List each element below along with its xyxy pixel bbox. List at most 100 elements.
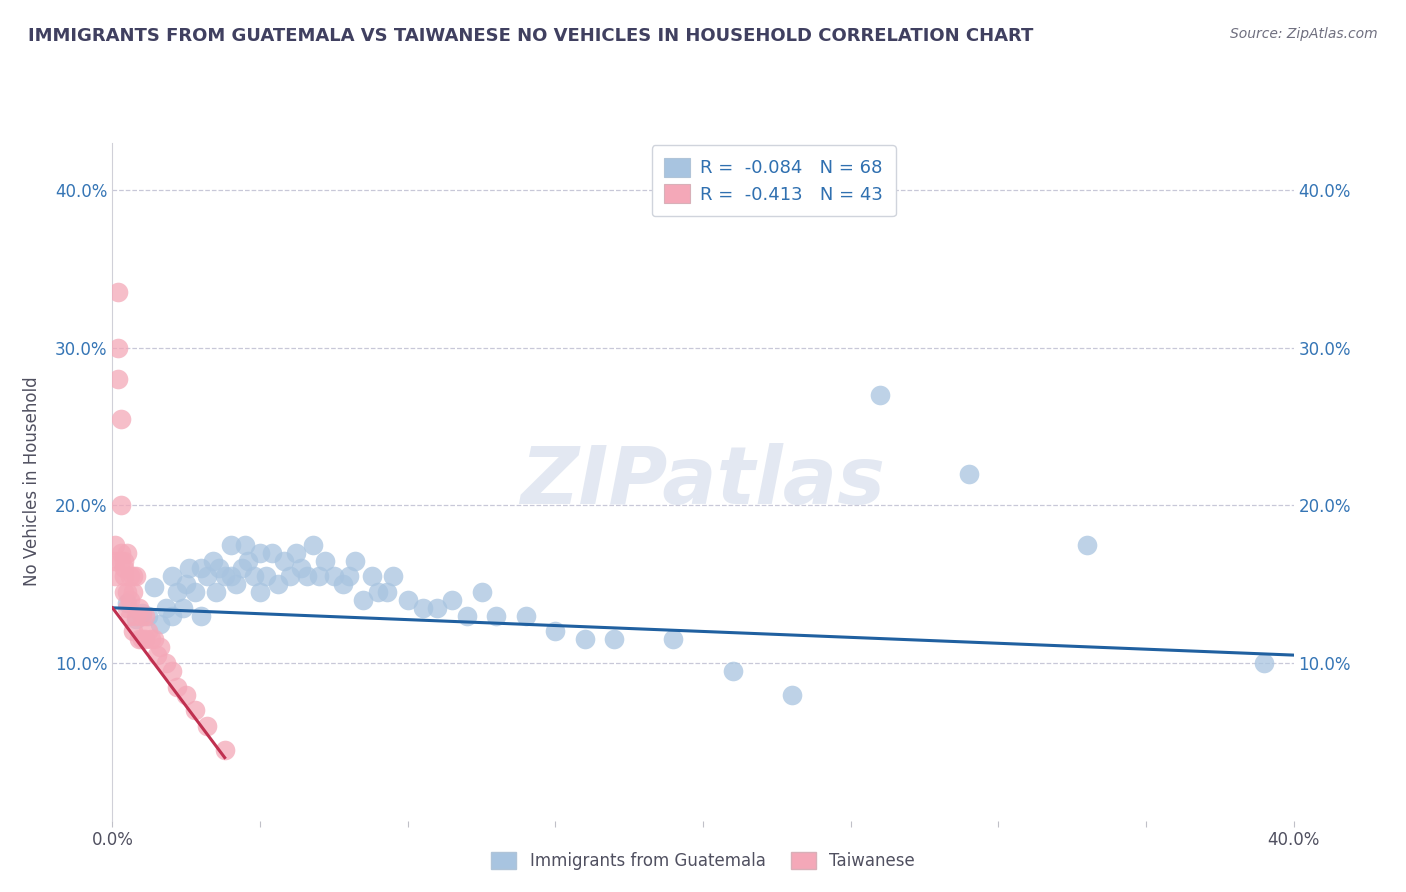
Point [603, 632, 626, 647]
Point [131, 632, 153, 647]
Point [166, 680, 188, 694]
Point [112, 553, 135, 567]
Point [142, 632, 165, 647]
Point [117, 600, 138, 615]
Point [957, 467, 980, 481]
Point [260, 546, 283, 560]
Point [125, 608, 148, 623]
Point [139, 632, 162, 647]
Point [869, 388, 891, 402]
Point [249, 585, 271, 599]
Point [104, 553, 127, 567]
Point [273, 553, 295, 567]
Point [290, 561, 312, 575]
Point [375, 585, 398, 599]
Point [112, 585, 135, 599]
Y-axis label: No Vehicles in Household: No Vehicles in Household [24, 376, 41, 587]
Point [134, 632, 156, 647]
Point [195, 569, 218, 583]
Point [470, 585, 494, 599]
Point [361, 569, 384, 583]
Point [110, 553, 132, 567]
Point [160, 569, 183, 583]
Point [117, 585, 138, 599]
Point [107, 372, 129, 386]
Point [110, 499, 132, 513]
Point [128, 632, 150, 647]
Point [107, 285, 129, 300]
Point [219, 569, 242, 583]
Legend: Immigrants from Guatemala, Taiwanese: Immigrants from Guatemala, Taiwanese [481, 842, 925, 880]
Text: ZIPatlas: ZIPatlas [520, 442, 886, 521]
Point [721, 664, 744, 678]
Point [155, 600, 177, 615]
Point [382, 569, 405, 583]
Point [411, 600, 433, 615]
Text: Source: ZipAtlas.com: Source: ZipAtlas.com [1230, 27, 1378, 41]
Point [231, 561, 253, 575]
Point [104, 538, 127, 552]
Point [337, 569, 360, 583]
Point [120, 608, 142, 623]
Point [208, 561, 231, 575]
Point [149, 640, 172, 655]
Point [122, 585, 145, 599]
Point [254, 569, 277, 583]
Point [128, 600, 150, 615]
Point [332, 577, 354, 591]
Point [1253, 656, 1275, 670]
Point [155, 656, 177, 670]
Point [146, 648, 169, 662]
Point [179, 561, 201, 575]
Point [343, 553, 366, 567]
Point [166, 585, 188, 599]
Point [120, 569, 142, 583]
Point [278, 569, 301, 583]
Point [219, 538, 242, 552]
Point [314, 553, 336, 567]
Point [249, 546, 271, 560]
Point [112, 561, 135, 575]
Point [515, 608, 537, 623]
Point [205, 585, 228, 599]
Point [308, 569, 330, 583]
Point [122, 569, 145, 583]
Point [323, 569, 346, 583]
Text: IMMIGRANTS FROM GUATEMALA VS TAIWANESE NO VEHICLES IN HOUSEHOLD CORRELATION CHAR: IMMIGRANTS FROM GUATEMALA VS TAIWANESE N… [28, 27, 1033, 45]
Point [160, 664, 183, 678]
Point [117, 596, 138, 610]
Point [426, 600, 449, 615]
Point [367, 585, 389, 599]
Point [267, 577, 290, 591]
Point [125, 612, 148, 626]
Point [302, 538, 325, 552]
Point [184, 585, 207, 599]
Point [149, 616, 172, 631]
Point [136, 608, 159, 623]
Point [104, 569, 127, 583]
Point [485, 608, 508, 623]
Point [142, 580, 165, 594]
Point [184, 703, 207, 717]
Point [780, 688, 803, 702]
Point [456, 608, 478, 623]
Point [172, 600, 194, 615]
Point [284, 546, 307, 560]
Point [131, 608, 153, 623]
Point [195, 719, 218, 733]
Point [131, 606, 153, 620]
Point [233, 538, 256, 552]
Point [190, 608, 212, 623]
Point [574, 632, 596, 647]
Point [214, 569, 236, 583]
Point [1076, 538, 1098, 552]
Point [160, 608, 183, 623]
Point [107, 341, 129, 355]
Point [120, 593, 142, 607]
Point [201, 553, 224, 567]
Point [238, 553, 260, 567]
Point [134, 608, 156, 623]
Point [122, 624, 145, 639]
Point [136, 624, 159, 639]
Point [396, 593, 419, 607]
